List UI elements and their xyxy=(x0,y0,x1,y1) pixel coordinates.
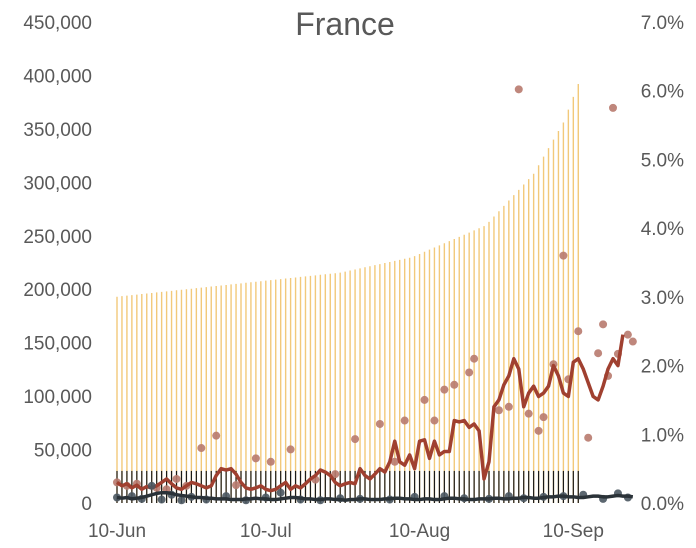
y-right-tick-label: 0.0% xyxy=(641,494,684,515)
y-right-tick-label: 7.0% xyxy=(641,13,684,34)
y-right-tick-label: 5.0% xyxy=(641,150,684,171)
positivity-point xyxy=(609,103,617,112)
x-tick-label: 10-Jul xyxy=(240,521,292,542)
positivity-point xyxy=(390,457,399,466)
positivity-point xyxy=(400,416,409,425)
deaths-point xyxy=(157,495,166,504)
positivity-point xyxy=(251,454,260,463)
y-left-tick-label: 400,000 xyxy=(23,66,92,87)
positivity-point xyxy=(574,327,583,336)
y-left-tick-label: 50,000 xyxy=(34,441,92,462)
y-left-tick-label: 200,000 xyxy=(23,280,92,301)
y-left-tick-label: 250,000 xyxy=(23,227,92,248)
positivity-point xyxy=(534,426,543,435)
y-left-tick-label: 100,000 xyxy=(23,387,92,408)
chart-title: France xyxy=(295,6,395,42)
positivity-point xyxy=(351,435,360,444)
y-left-tick-label: 300,000 xyxy=(23,173,92,194)
x-tick-label: 10-Sep xyxy=(543,521,604,542)
positivity-point xyxy=(266,457,275,466)
deaths-average-line xyxy=(116,490,634,502)
deaths-point xyxy=(177,496,186,505)
positivity-point xyxy=(430,416,439,425)
positivity-point xyxy=(628,337,637,346)
positivity-point xyxy=(375,419,384,428)
positivity-point xyxy=(450,380,459,389)
y-right-tick-label: 3.0% xyxy=(641,288,684,309)
y-right-tick-label: 1.0% xyxy=(641,425,684,446)
y-left-tick-label: 0 xyxy=(81,494,92,515)
positivity-point xyxy=(470,354,479,363)
positivity-point xyxy=(197,444,206,453)
y-left-tick-label: 150,000 xyxy=(23,334,92,355)
positivity-point xyxy=(420,395,429,404)
positivity-point xyxy=(440,385,449,394)
y-right-tick-label: 4.0% xyxy=(641,219,684,240)
positivity-point xyxy=(514,85,523,94)
x-tick-label: 10-Aug xyxy=(389,521,450,542)
positivity-point xyxy=(623,330,632,339)
x-tick-label: 10-Jun xyxy=(88,521,146,542)
positivity-point xyxy=(524,409,533,418)
positivity-points xyxy=(113,85,637,494)
y-left-tick-label: 350,000 xyxy=(23,120,92,141)
deaths-average xyxy=(116,490,634,502)
positivity-point xyxy=(212,431,221,440)
cumulative-bars xyxy=(116,84,579,503)
y-left-tick-label: 450,000 xyxy=(23,13,92,34)
positivity-point xyxy=(599,320,608,329)
positivity-point xyxy=(286,445,295,454)
deaths-point xyxy=(276,488,285,497)
positivity-point xyxy=(539,413,548,422)
deaths-point xyxy=(147,481,156,490)
y-right-tick-label: 6.0% xyxy=(641,82,684,103)
positivity-point xyxy=(584,433,593,442)
positivity-average xyxy=(116,334,625,493)
y-axis-left: 0 50,000 100,000 150,000 200,000 250,000 300,0… xyxy=(23,13,92,515)
positivity-point xyxy=(559,251,568,260)
positivity-point xyxy=(172,474,181,483)
y-right-tick-label: 2.0% xyxy=(641,357,684,378)
positivity-point xyxy=(494,406,503,415)
positivity-point xyxy=(465,368,474,377)
x-axis: 10-Jun 10-Jul 10-Aug 10-Sep xyxy=(88,521,604,542)
positivity-point xyxy=(232,481,241,490)
positivity-point xyxy=(331,470,340,479)
positivity-average-line xyxy=(116,334,625,493)
positivity-point xyxy=(594,349,603,358)
positivity-point xyxy=(504,402,513,411)
y-axis-right: 0.0% 1.0% 2.0% 3.0% 4.0% 5.0% 6.0% 7.0% xyxy=(641,13,684,515)
